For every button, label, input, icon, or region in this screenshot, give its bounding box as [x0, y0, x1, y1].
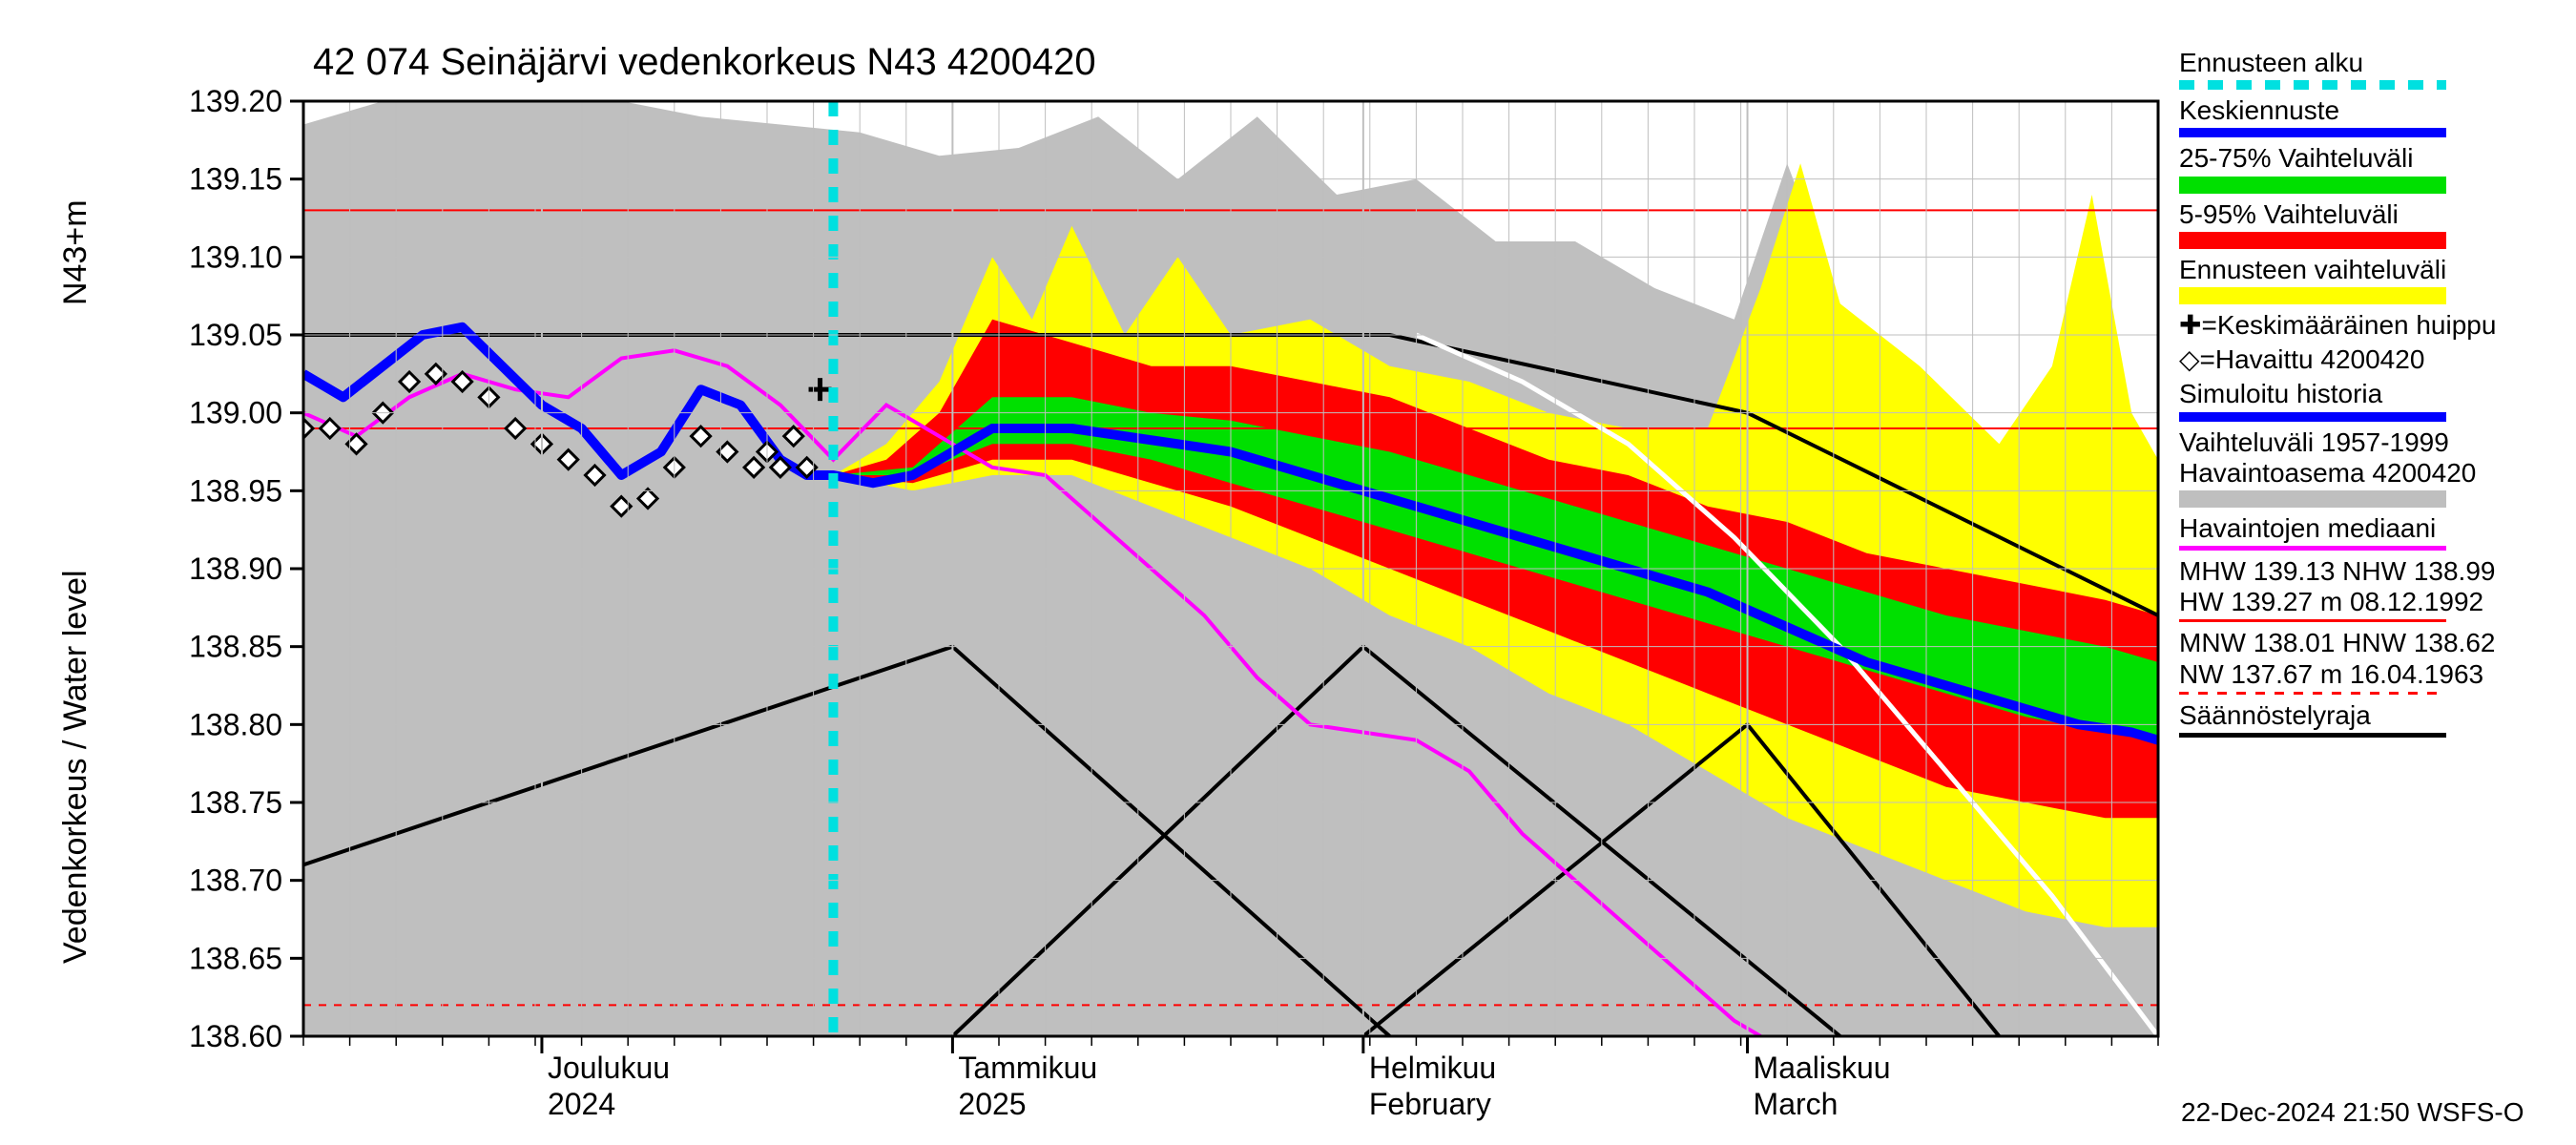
footer-timestamp: 22-Dec-2024 21:50 WSFS-O [2181, 1097, 2524, 1128]
legend-label: Simuloitu historia [2179, 379, 2561, 409]
x-tick-label: Joulukuu [548, 1051, 670, 1085]
legend-swatch [2179, 287, 2446, 304]
legend-label: Säännöstelyraja [2179, 700, 2561, 731]
legend-label: Keskiennuste [2179, 95, 2561, 126]
legend-swatch [2179, 490, 2446, 508]
legend-swatch [2179, 128, 2446, 137]
legend-item-p5_95: 5-95% Vaihteluväli [2179, 199, 2561, 249]
x-tick-sublabel: 2025 [958, 1087, 1026, 1121]
chart-title: 42 074 Seinäjärvi vedenkorkeus N43 42004… [313, 41, 1096, 83]
legend-item-forecast_start: Ennusteen alku [2179, 48, 2561, 90]
legend-swatch [2179, 692, 2446, 695]
y-tick-label: 138.95 [189, 473, 282, 508]
legend-label: 5-95% Vaihteluväli [2179, 199, 2561, 230]
legend-label: Vaihteluväli 1957-1999 [2179, 427, 2561, 458]
y-tick-label: 139.10 [189, 239, 282, 274]
y-tick-label: 139.05 [189, 318, 282, 352]
legend-item-reg_limit: Säännöstelyraja [2179, 700, 2561, 738]
legend-swatch [2179, 546, 2446, 551]
legend-label: MHW 139.13 NHW 138.99 [2179, 556, 2561, 587]
legend-label: Ennusteen vaihteluväli [2179, 255, 2561, 285]
legend-label: MNW 138.01 HNW 138.62 [2179, 628, 2561, 658]
legend-item-keskiennuste: Keskiennuste [2179, 95, 2561, 137]
y-tick-label: 138.80 [189, 707, 282, 741]
x-tick-label: Maaliskuu [1754, 1051, 1891, 1085]
x-tick-sublabel: 2024 [548, 1087, 615, 1121]
y-tick-label: 138.85 [189, 630, 282, 664]
legend-swatch [2179, 177, 2446, 194]
y-tick-label: 139.20 [189, 84, 282, 118]
y-tick-label: 138.75 [189, 785, 282, 820]
legend-label: ✚=Keskimääräinen huippu [2179, 310, 2561, 341]
legend-swatch [2179, 80, 2446, 90]
legend-label: NW 137.67 m 16.04.1963 [2179, 659, 2561, 690]
legend-swatch [2179, 733, 2446, 738]
x-tick-sublabel: February [1369, 1087, 1491, 1121]
legend-item-observed: ◇=Havaittu 4200420 [2179, 344, 2561, 375]
legend-item-p25_75: 25-75% Vaihteluväli [2179, 143, 2561, 193]
legend-label: HW 139.27 m 08.12.1992 [2179, 587, 2561, 617]
legend-item-stats_nw: MNW 138.01 HNW 138.62NW 137.67 m 16.04.1… [2179, 628, 2561, 694]
legend-label: 25-75% Vaihteluväli [2179, 143, 2561, 174]
x-tick-label: Tammikuu [958, 1051, 1097, 1085]
y-tick-label: 139.00 [189, 396, 282, 430]
legend-label: ◇=Havaittu 4200420 [2179, 344, 2561, 375]
legend-swatch [2179, 412, 2446, 422]
y-axis-label-lower: Vedenkorkeus / Water level [57, 570, 94, 964]
x-tick-sublabel: March [1754, 1087, 1839, 1121]
legend-label: Ennusteen alku [2179, 48, 2561, 78]
y-tick-label: 139.15 [189, 162, 282, 197]
legend-item-sim_history: Simuloitu historia [2179, 379, 2561, 421]
y-axis-label-upper: N43+m [57, 199, 94, 305]
x-tick-label: Helmikuu [1369, 1051, 1496, 1085]
y-tick-label: 138.90 [189, 552, 282, 586]
legend-label: Havaintoasema 4200420 [2179, 458, 2561, 489]
legend-swatch [2179, 619, 2446, 622]
legend: Ennusteen alku Keskiennuste 25-75% Vaihtel… [2179, 48, 2561, 743]
legend-item-stats_hw: MHW 139.13 NHW 138.99HW 139.27 m 08.12.1… [2179, 556, 2561, 622]
legend-item-obs_median: Havaintojen mediaani [2179, 513, 2561, 551]
legend-item-mean_peak: ✚=Keskimääräinen huippu [2179, 310, 2561, 341]
legend-label: Havaintojen mediaani [2179, 513, 2561, 544]
legend-item-hist_band: Vaihteluväli 1957-1999 Havaintoasema 420… [2179, 427, 2561, 508]
legend-item-full_range: Ennusteen vaihteluväli [2179, 255, 2561, 304]
y-tick-label: 138.60 [189, 1019, 282, 1053]
legend-swatch [2179, 232, 2446, 249]
y-tick-label: 138.70 [189, 864, 282, 898]
y-tick-label: 138.65 [189, 941, 282, 975]
